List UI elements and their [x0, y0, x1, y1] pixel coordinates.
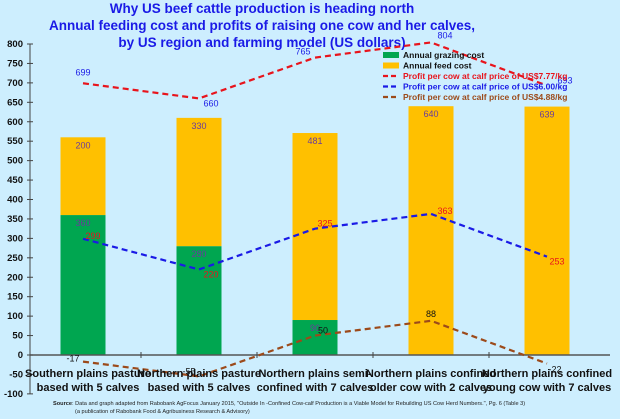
source-note-line-2: (a publication of Rabobank Food & Agribu… [75, 409, 250, 415]
category-label: Southern plains pasture [25, 368, 151, 380]
legend-label: Annual feed cost [403, 61, 472, 71]
legend-label: Profit per cow at calf price of US$6.00/… [403, 82, 567, 92]
chart-title: Why US beef cattle production is heading… [110, 1, 415, 16]
category-label: Northern plains pasture [137, 368, 261, 380]
profit-value-label: 804 [437, 30, 452, 40]
profit-value-label: -22 [548, 365, 561, 375]
legend-label: Profit per cow at calf price of US$4.88/… [403, 92, 567, 102]
grazing-cost-bar [60, 215, 106, 355]
feed-cost-label: 481 [307, 136, 322, 146]
profit-value-label: 699 [75, 67, 90, 77]
y-tick-label: 700 [7, 78, 23, 89]
y-tick-label: -100 [4, 389, 23, 400]
feed-cost-bar [524, 106, 570, 356]
y-tick-label: 800 [7, 39, 23, 50]
feed-cost-label: 640 [423, 109, 438, 119]
profit-value-label: 220 [203, 269, 218, 279]
grazing-cost-label: 90 [310, 323, 320, 333]
category-label: older cow with 2 calves [370, 382, 492, 394]
profit-lines: 699 660 765 804 693 299 220 325 363 253 -17 -55 50 88… [66, 30, 573, 378]
y-tick-label: 500 [7, 156, 23, 167]
category-label: confined with 7 calves [257, 382, 374, 394]
feed-cost-bar [292, 133, 338, 321]
y-tick-label: 400 [7, 195, 23, 206]
feed-cost-label: 330 [191, 121, 206, 131]
y-tick-label: 200 [7, 272, 23, 283]
profit-value-label: 299 [85, 231, 100, 241]
feed-cost-label: 200 [75, 140, 90, 150]
bars: 360200280330904816400639 [60, 106, 570, 356]
y-tick-label: 50 [12, 331, 23, 342]
y-tick-label: 450 [7, 175, 23, 186]
category-label: Northern plains confined [366, 368, 496, 380]
legend-label: Annual grazing cost [403, 50, 484, 60]
profit-value-label: 253 [549, 257, 564, 267]
y-tick-label: 650 [7, 97, 23, 108]
y-tick-label: 750 [7, 58, 23, 69]
grazing-cost-bar [176, 246, 222, 355]
profit-value-label: -17 [66, 354, 79, 364]
y-tick-label: 300 [7, 233, 23, 244]
category-label: young cow with 7 calves [483, 382, 611, 394]
y-tick-label: -50 [9, 369, 23, 380]
chart-subtitle-line-1: Annual feeding cost and profits of raisi… [49, 18, 475, 33]
y-tick-label: 250 [7, 253, 23, 264]
profit-value-label: 660 [203, 98, 218, 108]
y-tick-label: 0 [18, 350, 23, 361]
category-labels: Southern plains pasture based with 5 calv… [25, 368, 612, 394]
source-note: Source: Data and graph adapted from Rabo… [53, 401, 525, 407]
grazing-cost-label: 280 [191, 249, 206, 259]
profit-value-label: 88 [426, 309, 436, 319]
profit-value-label: 693 [557, 76, 572, 86]
legend-label: Profit per cow at calf price of US$7.77/… [403, 71, 567, 81]
grazing-cost-bar [292, 320, 338, 355]
y-tick-label: 150 [7, 292, 23, 303]
profit-value-label: 50 [318, 326, 328, 336]
profit-line-2 [82, 212, 548, 271]
y-tick-label: 600 [7, 117, 23, 128]
category-label: Northern plains semi- [258, 368, 371, 380]
y-tick-label: 550 [7, 136, 23, 147]
profit-value-label: 363 [437, 206, 452, 216]
feed-cost-label: 639 [539, 110, 554, 120]
legend-swatch [383, 62, 399, 69]
profit-value-label: 325 [317, 219, 332, 229]
y-tick-label: 100 [7, 311, 23, 322]
legend-swatch [383, 52, 399, 58]
category-label: based with 5 calves [148, 382, 251, 394]
grazing-cost-label: 360 [75, 218, 90, 228]
profit-value-label: 765 [295, 47, 310, 57]
y-tick-label: 350 [7, 214, 23, 225]
category-label: based with 5 calves [37, 382, 140, 394]
category-label: Northern plains confined [482, 368, 612, 380]
chart-subtitle-line-2: by US region and farming model (US dolla… [118, 35, 405, 50]
feed-cost-bar [176, 117, 222, 247]
axes: -100 -50 0 50 100 150 200 250 300 350 400 450 500 550… [4, 39, 610, 400]
feed-cost-bar [60, 137, 106, 216]
profit-value-label: -55 [182, 366, 195, 376]
feed-cost-bar [408, 106, 454, 355]
